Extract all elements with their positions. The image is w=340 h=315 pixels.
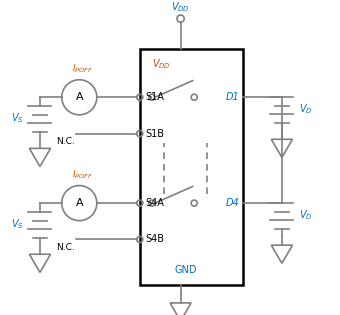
- Text: $V_D$: $V_D$: [299, 102, 312, 116]
- Text: D1: D1: [226, 92, 240, 102]
- Bar: [140, 49, 242, 285]
- Text: GND: GND: [175, 265, 197, 275]
- Text: $V_S$: $V_S$: [11, 217, 23, 231]
- Text: S1B: S1B: [146, 129, 165, 139]
- Text: $V_S$: $V_S$: [11, 112, 23, 125]
- Text: $V_D$: $V_D$: [299, 208, 312, 222]
- Text: S4A: S4A: [146, 198, 165, 208]
- Text: $V_{DD}$: $V_{DD}$: [171, 0, 190, 14]
- Text: $I_{POFF}$: $I_{POFF}$: [72, 169, 93, 181]
- Text: N.C.: N.C.: [56, 137, 75, 146]
- Text: A: A: [75, 198, 83, 208]
- Text: D4: D4: [226, 198, 240, 208]
- Text: S1A: S1A: [146, 92, 165, 102]
- Text: S4B: S4B: [146, 234, 165, 244]
- Text: A: A: [75, 92, 83, 102]
- Text: $I_{POFF}$: $I_{POFF}$: [72, 63, 93, 75]
- Text: N.C.: N.C.: [56, 243, 75, 252]
- Text: $V_{DD}$: $V_{DD}$: [152, 57, 171, 71]
